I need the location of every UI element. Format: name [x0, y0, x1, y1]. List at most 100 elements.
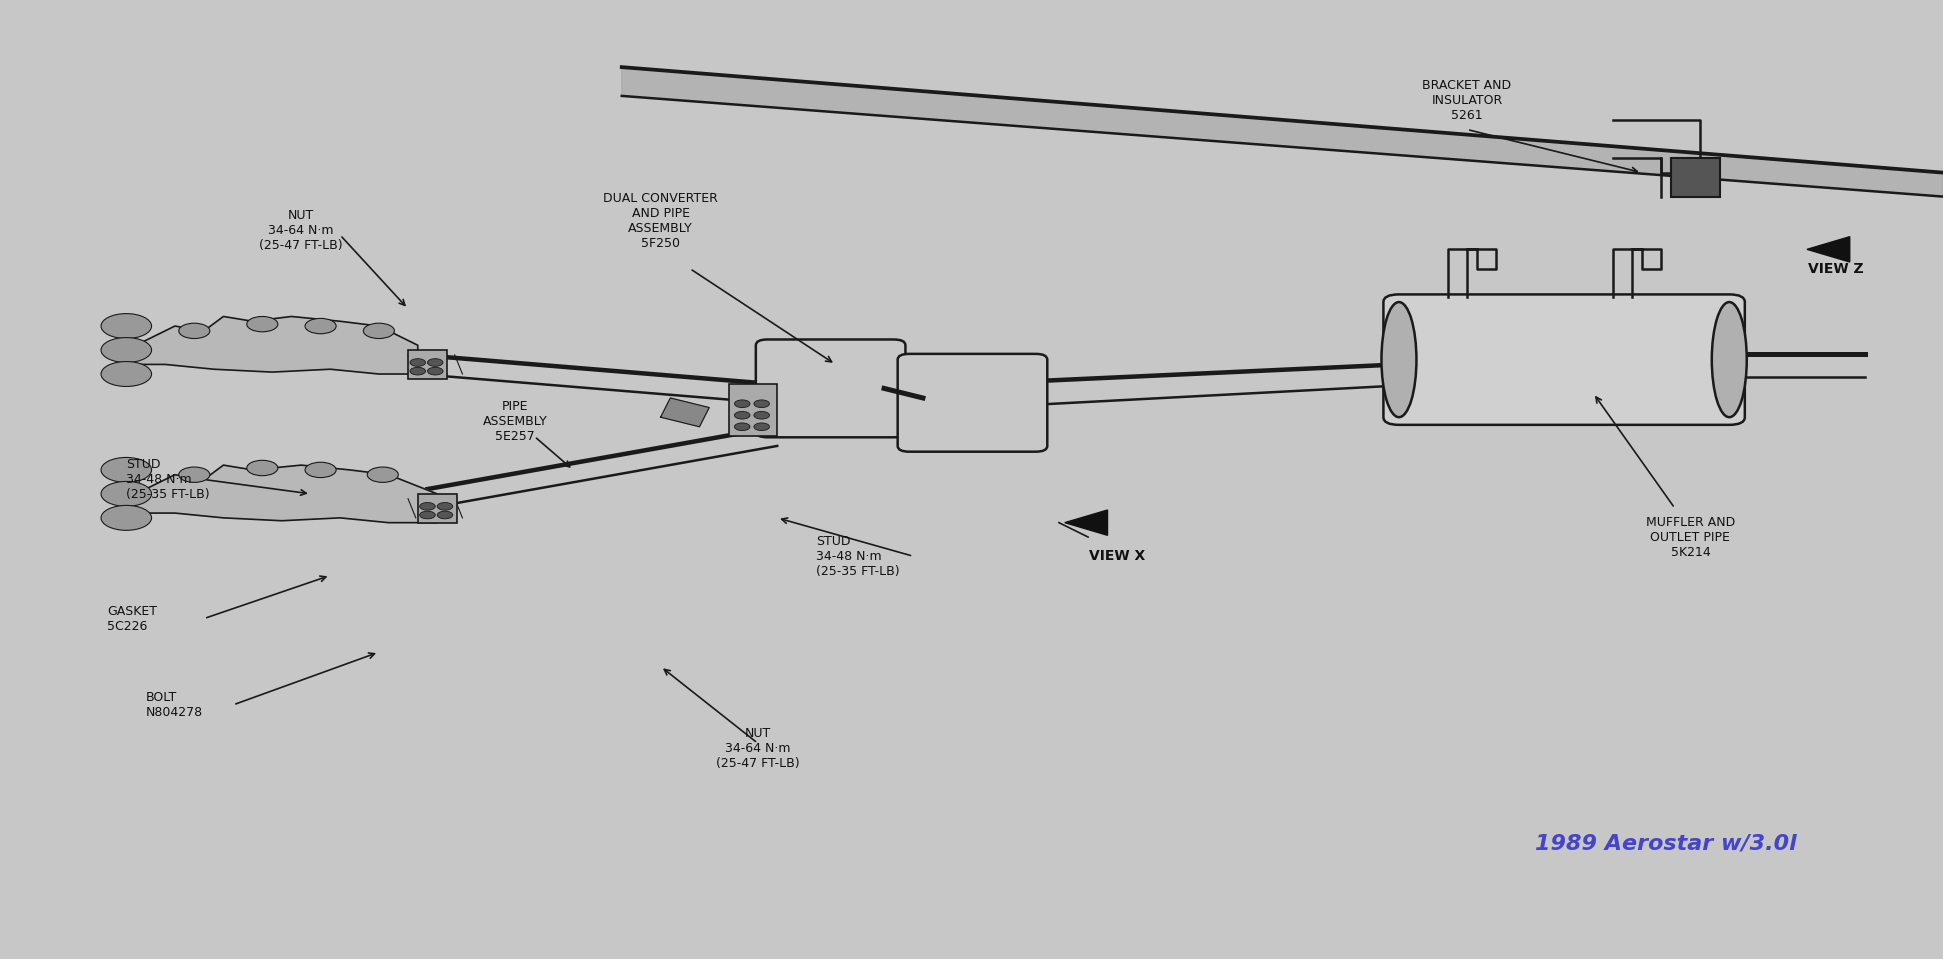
Polygon shape	[1065, 510, 1108, 535]
Bar	[0, 767, 1943, 777]
Circle shape	[305, 318, 336, 334]
Bar	[0, 316, 1943, 326]
Bar	[1671, 158, 1720, 197]
Bar	[0, 949, 1943, 959]
Circle shape	[101, 338, 152, 363]
Bar	[0, 470, 1943, 480]
Bar	[0, 527, 1943, 537]
Ellipse shape	[1381, 302, 1416, 417]
Bar	[0, 825, 1943, 834]
Bar	[0, 710, 1943, 719]
Bar	[0, 585, 1943, 595]
Bar	[0, 364, 1943, 374]
Bar	[0, 336, 1943, 345]
Circle shape	[427, 359, 443, 366]
Bar	[0, 77, 1943, 86]
Bar	[0, 575, 1943, 585]
Bar	[0, 623, 1943, 633]
Bar	[0, 182, 1943, 192]
Bar	[0, 854, 1943, 863]
Text: NUT
34-64 N·m
(25-47 FT-LB): NUT 34-64 N·m (25-47 FT-LB)	[715, 727, 801, 769]
Bar	[0, 729, 1943, 738]
Text: GASKET
5C226: GASKET 5C226	[107, 604, 157, 633]
Circle shape	[410, 359, 426, 366]
Ellipse shape	[1712, 302, 1747, 417]
Bar	[0, 67, 1943, 77]
Bar	[0, 834, 1943, 844]
Bar	[0, 863, 1943, 873]
Bar	[0, 288, 1943, 297]
Bar	[0, 921, 1943, 930]
Polygon shape	[136, 316, 418, 374]
Bar	[0, 345, 1943, 355]
Bar	[418, 494, 457, 523]
Bar	[0, 441, 1943, 451]
Circle shape	[101, 481, 152, 506]
Text: BOLT
N804278: BOLT N804278	[146, 690, 202, 719]
Text: 1989 Aerostar w/3.0l: 1989 Aerostar w/3.0l	[1535, 834, 1797, 854]
Bar	[0, 499, 1943, 508]
FancyBboxPatch shape	[898, 354, 1047, 452]
Polygon shape	[136, 465, 437, 523]
Circle shape	[420, 511, 435, 519]
Bar	[0, 230, 1943, 240]
Bar	[0, 508, 1943, 518]
Bar	[0, 671, 1943, 681]
Bar	[0, 518, 1943, 527]
Bar	[0, 892, 1943, 901]
Bar	[0, 940, 1943, 949]
Bar	[0, 355, 1943, 364]
Bar	[0, 460, 1943, 470]
Bar	[0, 278, 1943, 288]
Bar	[0, 422, 1943, 432]
Bar	[0, 173, 1943, 182]
Bar	[0, 412, 1943, 422]
Bar	[0, 662, 1943, 671]
Bar	[0, 153, 1943, 163]
Bar	[0, 297, 1943, 307]
Bar	[0, 326, 1943, 336]
Bar	[0, 901, 1943, 911]
Bar	[0, 566, 1943, 575]
Bar	[0, 882, 1943, 892]
Circle shape	[754, 423, 769, 431]
Circle shape	[754, 400, 769, 408]
Bar	[0, 537, 1943, 547]
Circle shape	[101, 314, 152, 339]
Bar	[0, 19, 1943, 29]
Bar	[0, 269, 1943, 278]
Bar	[408, 350, 447, 379]
Bar	[0, 777, 1943, 786]
Bar	[0, 604, 1943, 614]
Text: VIEW Z: VIEW Z	[1809, 262, 1863, 275]
Polygon shape	[622, 67, 1943, 197]
Circle shape	[367, 467, 398, 482]
Bar	[0, 115, 1943, 125]
Circle shape	[734, 400, 750, 408]
Bar	[0, 748, 1943, 758]
Circle shape	[410, 367, 426, 375]
Bar	[0, 221, 1943, 230]
Bar	[0, 643, 1943, 652]
Bar	[0, 432, 1943, 441]
FancyBboxPatch shape	[756, 339, 905, 437]
Bar	[0, 719, 1943, 729]
Bar	[0, 374, 1943, 384]
Bar	[0, 259, 1943, 269]
Bar	[0, 700, 1943, 710]
Bar	[0, 556, 1943, 566]
Circle shape	[734, 423, 750, 431]
Bar	[0, 0, 1943, 10]
Circle shape	[427, 367, 443, 375]
Bar	[0, 134, 1943, 144]
Bar	[0, 806, 1943, 815]
Bar	[729, 384, 777, 436]
Bar	[0, 29, 1943, 38]
Bar	[0, 307, 1943, 316]
Bar	[0, 163, 1943, 173]
Circle shape	[305, 462, 336, 478]
Bar	[0, 547, 1943, 556]
Bar	[0, 480, 1943, 489]
Circle shape	[420, 503, 435, 510]
Bar	[0, 10, 1943, 19]
